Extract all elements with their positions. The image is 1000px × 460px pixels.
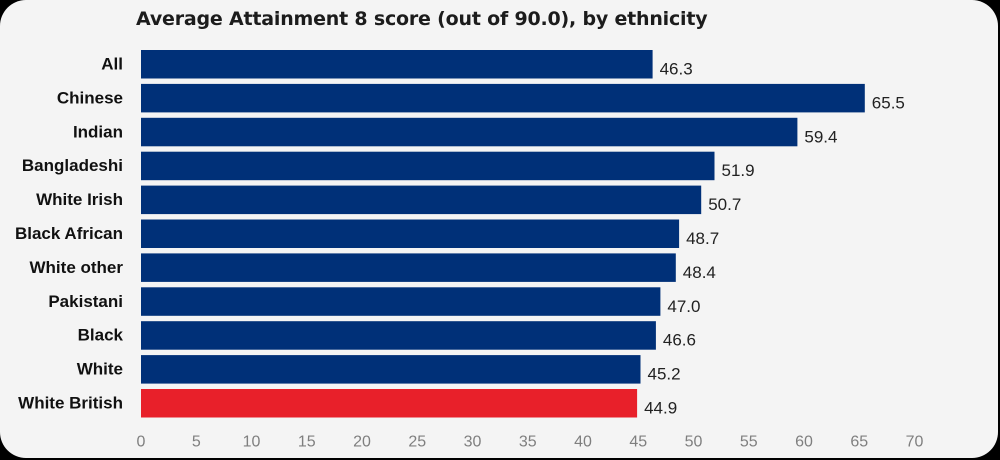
data-label: 46.6 bbox=[663, 331, 696, 350]
category-label: Black bbox=[78, 326, 124, 345]
bar-all bbox=[141, 50, 653, 79]
x-tick-label: 50 bbox=[685, 434, 703, 451]
data-label: 65.5 bbox=[872, 93, 905, 112]
bar-white-irish bbox=[141, 185, 702, 215]
bar-white-british bbox=[141, 389, 638, 418]
data-label: 50.7 bbox=[708, 195, 741, 214]
x-tick-label: 15 bbox=[298, 434, 316, 451]
category-label: Black African bbox=[15, 224, 123, 243]
category-label: Bangladeshi bbox=[22, 156, 123, 175]
bar-pakistani bbox=[141, 287, 661, 316]
x-tick-label: 5 bbox=[192, 434, 201, 451]
bar-indian bbox=[141, 117, 798, 147]
category-label: White bbox=[77, 360, 123, 379]
category-label: All bbox=[101, 55, 123, 74]
chart-title: Average Attainment 8 score (out of 90.0)… bbox=[136, 8, 708, 30]
category-label: Pakistani bbox=[48, 292, 123, 311]
x-tick-label: 30 bbox=[464, 434, 482, 451]
data-label: 48.7 bbox=[686, 229, 719, 248]
bar-white-other bbox=[141, 253, 676, 282]
x-tick-label: 70 bbox=[906, 434, 924, 451]
bar-bangladeshi bbox=[141, 151, 715, 181]
data-label: 46.3 bbox=[660, 60, 693, 79]
bar-black bbox=[141, 321, 656, 350]
x-tick-label: 10 bbox=[243, 434, 261, 451]
x-tick-label: 35 bbox=[519, 434, 537, 451]
data-label: 48.4 bbox=[683, 263, 716, 282]
data-label: 45.2 bbox=[648, 365, 681, 384]
x-tick-label: 40 bbox=[574, 434, 592, 451]
category-label: White other bbox=[30, 258, 124, 277]
x-tick-label: 0 bbox=[137, 434, 146, 451]
category-label: White British bbox=[18, 394, 123, 413]
bar-black-african bbox=[141, 219, 680, 248]
x-tick-label: 55 bbox=[740, 434, 758, 451]
data-label: 59.4 bbox=[804, 127, 837, 146]
x-tick-label: 20 bbox=[353, 434, 371, 451]
x-tick-label: 65 bbox=[850, 434, 868, 451]
data-label: 47.0 bbox=[667, 297, 700, 316]
category-label: White Irish bbox=[36, 190, 123, 209]
data-label: 51.9 bbox=[722, 161, 755, 180]
x-tick-label: 25 bbox=[408, 434, 426, 451]
category-label: Indian bbox=[73, 122, 123, 141]
bar-white bbox=[141, 355, 641, 384]
data-label: 44.9 bbox=[644, 399, 677, 418]
x-tick-label: 45 bbox=[629, 434, 647, 451]
bar-chinese bbox=[141, 83, 865, 113]
x-tick-label: 60 bbox=[795, 434, 813, 451]
category-label: Chinese bbox=[57, 88, 123, 107]
